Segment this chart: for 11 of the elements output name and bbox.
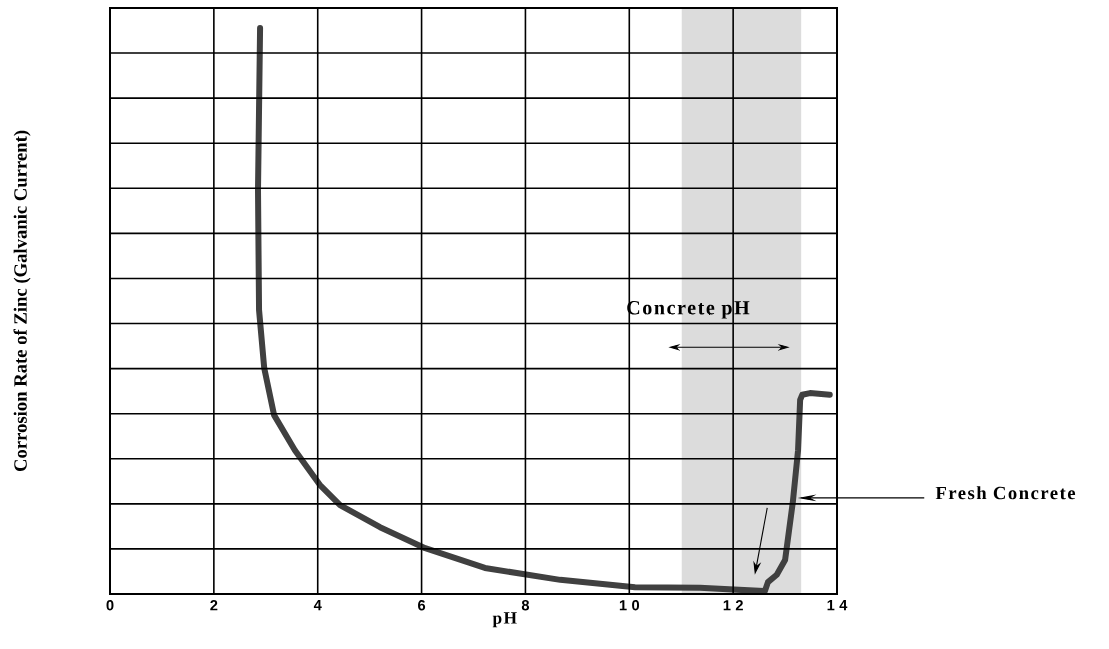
x-tick-label: 1 4 xyxy=(827,600,848,611)
x-tick-label: 0 xyxy=(106,600,114,611)
x-tick-label: 1 2 xyxy=(723,600,743,611)
x-tick-label: 6 xyxy=(418,600,426,611)
text: Fresh Concrete xyxy=(935,486,1076,500)
x-axis-title: pH xyxy=(492,612,517,628)
x-tick-label: 4 xyxy=(313,600,322,611)
x-tick-label: 2 xyxy=(210,600,218,611)
x-tick-label: 8 xyxy=(521,600,530,611)
y-axis-title: Corrosion Rate of Zinc (Galvanic Current) xyxy=(13,130,31,472)
x-tick-label: 1 0 xyxy=(619,600,640,611)
